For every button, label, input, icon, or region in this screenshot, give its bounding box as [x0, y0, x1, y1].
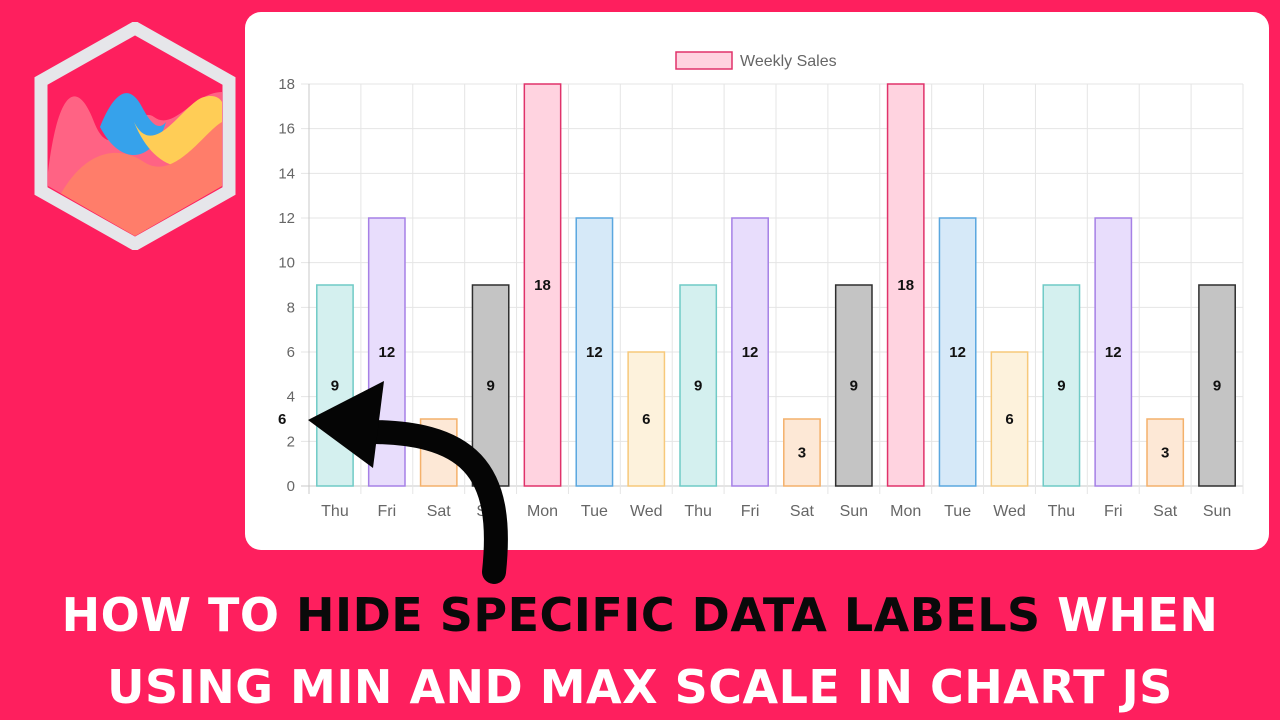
data-label: 18 [534, 277, 551, 294]
y-tick-label: 0 [287, 478, 295, 495]
bar[interactable] [1094, 217, 1133, 487]
bar[interactable] [1042, 284, 1081, 487]
data-label: 9 [1213, 378, 1221, 395]
data-label: 12 [1105, 344, 1122, 361]
data-label: 6 [1005, 411, 1013, 428]
bar[interactable] [627, 351, 666, 487]
x-tick-label: Sun [840, 503, 868, 520]
x-tick-label: Thu [684, 503, 712, 520]
x-tick-label: Mon [890, 503, 921, 520]
stray-data-label: 6 [278, 411, 286, 428]
y-tick-label: 16 [278, 121, 295, 138]
x-tick-label: Sat [427, 503, 452, 520]
bar[interactable] [731, 217, 769, 487]
y-tick-label: 12 [278, 210, 295, 227]
bar[interactable] [679, 284, 718, 487]
data-label: 9 [1057, 378, 1065, 395]
data-label: 9 [486, 378, 494, 395]
data-label: 9 [850, 378, 858, 395]
bar[interactable] [575, 217, 614, 487]
y-tick-label: 8 [287, 299, 295, 316]
bar[interactable] [990, 351, 1029, 487]
headline-line-2: USING MIN AND MAX SCALE IN CHART JS [107, 660, 1173, 714]
x-tick-label: Tue [944, 503, 971, 520]
headline-post: WHEN [1040, 588, 1219, 642]
data-label: 3 [798, 445, 806, 462]
x-tick-label: Sun [1203, 503, 1231, 520]
x-tick-label: Thu [1048, 503, 1076, 520]
bar[interactable] [1146, 418, 1185, 487]
legend-swatch [675, 51, 733, 70]
data-label: 9 [331, 378, 339, 395]
data-label: 12 [949, 344, 966, 361]
x-tick-label: Sat [790, 503, 815, 520]
legend-label: Weekly Sales [740, 53, 837, 70]
x-tick-label: Wed [630, 503, 663, 520]
data-label: 6 [642, 411, 650, 428]
headline-pre: HOW TO [61, 588, 296, 642]
data-label: 9 [694, 378, 702, 395]
bar[interactable] [1198, 284, 1236, 487]
x-tick-label: Fri [378, 503, 397, 520]
data-label: 12 [378, 344, 395, 361]
bar[interactable] [938, 217, 977, 487]
x-tick-label: Sat [1153, 503, 1178, 520]
data-label: 18 [897, 277, 914, 294]
headline-highlight: HIDE SPECIFIC DATA LABELS [296, 588, 1041, 642]
chart-legend[interactable]: Weekly Sales [675, 51, 837, 70]
x-axis-ticks: Thu Fri Sat Sun Mon Tue Wed Thu Fri Sat Sun Mon Tue W… [321, 503, 1231, 520]
chart-card: 9 12 9 18 12 6 9 12 3 9 18 12 6 9 12 3 9 0 2 4 6 8 10 12 14 16 18… [245, 12, 1269, 550]
x-tick-label: Fri [741, 503, 760, 520]
data-label: 3 [1161, 445, 1169, 462]
bar[interactable] [834, 284, 873, 487]
y-tick-label: 18 [278, 76, 295, 93]
x-tick-label: Tue [581, 503, 608, 520]
y-tick-label: 10 [278, 255, 295, 272]
bar[interactable] [523, 83, 562, 487]
x-tick-label: Mon [527, 503, 558, 520]
chartjs-logo-icon [34, 22, 236, 250]
y-tick-label: 4 [287, 389, 295, 406]
x-tick-label: Sun [476, 503, 504, 520]
x-tick-label: Fri [1104, 503, 1123, 520]
bar[interactable] [783, 418, 821, 487]
data-label: 12 [586, 344, 603, 361]
bar[interactable] [886, 83, 925, 487]
x-tick-label: Thu [321, 503, 349, 520]
bar[interactable] [419, 418, 458, 487]
y-tick-label: 6 [287, 344, 295, 361]
y-tick-label: 14 [278, 165, 295, 182]
x-tick-label: Wed [993, 503, 1026, 520]
headline-line-1: HOW TO HIDE SPECIFIC DATA LABELS WHEN [0, 588, 1280, 642]
data-label: 12 [742, 344, 759, 361]
y-tick-label: 2 [287, 433, 295, 450]
